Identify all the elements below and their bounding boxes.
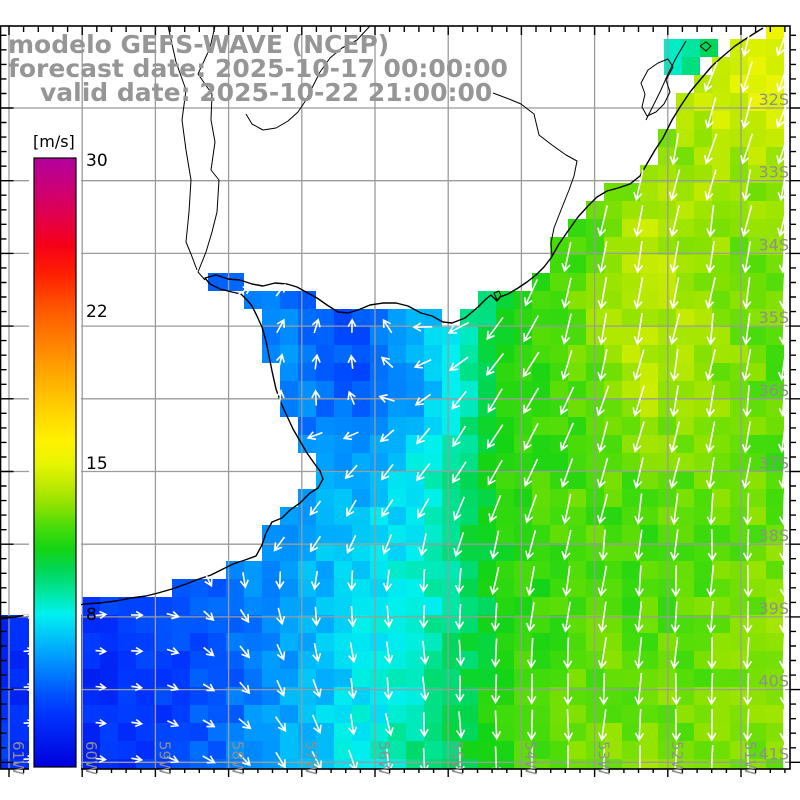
title-block: modelo GEFS-WAVE (NCEP) forecast date: 2… [8, 30, 508, 107]
forecast-date-label: forecast date: 2025-10-17 00:00:00 [8, 54, 508, 83]
lon-label: 51W [741, 741, 759, 775]
lat-label: 40S [758, 672, 789, 691]
colorbar: [m/s] 30 22 15 8 [29, 132, 108, 774]
colorbar-tick-labels: 30 22 15 8 [86, 151, 108, 625]
map-frame-ticks [0, 25, 800, 777]
lat-label: 39S [758, 599, 789, 618]
wind-speed-cells [0, 26, 784, 769]
lon-label: 61W [9, 741, 27, 775]
valid-date-label: valid date: 2025-10-22 21:00:00 [40, 78, 492, 107]
lat-label: 32S [758, 90, 789, 109]
lon-label: 54W [521, 741, 539, 775]
wind-direction-arrows [23, 26, 790, 769]
colorbar-gradient-bar [33, 157, 77, 768]
model-title: modelo GEFS-WAVE (NCEP) [8, 30, 389, 59]
colorbar-tick-label: 30 [86, 151, 108, 171]
lon-label: 55W [448, 741, 466, 775]
lat-label: 41S [758, 744, 789, 763]
colorbar-unit-label: [m/s] [33, 132, 75, 151]
lat-label: 38S [758, 526, 789, 545]
lat-label: 35S [758, 308, 789, 327]
lat-label: 34S [758, 235, 789, 254]
lon-label: 59W [155, 741, 173, 775]
colorbar-tick-label: 8 [86, 605, 97, 625]
lat-label: 37S [758, 454, 789, 473]
lon-label: 56W [375, 741, 393, 775]
lon-label: 53W [595, 741, 613, 775]
lon-label: 52W [668, 741, 686, 775]
axis-labels: 32S 33S 34S 35S 36S 37S 38S 39S 40S 41S 61W 60W 59W 5… [9, 90, 789, 775]
lat-label: 36S [758, 381, 789, 400]
lon-label: 58W [229, 741, 247, 775]
lon-label: 60W [82, 741, 100, 775]
colorbar-tick-label: 15 [86, 454, 108, 474]
lat-label: 33S [758, 163, 789, 182]
graticule-gridlines [0, 26, 790, 769]
coastline-and-rivers [0, 25, 764, 620]
colorbar-tick-label: 22 [86, 302, 108, 322]
lon-label: 57W [302, 741, 320, 775]
